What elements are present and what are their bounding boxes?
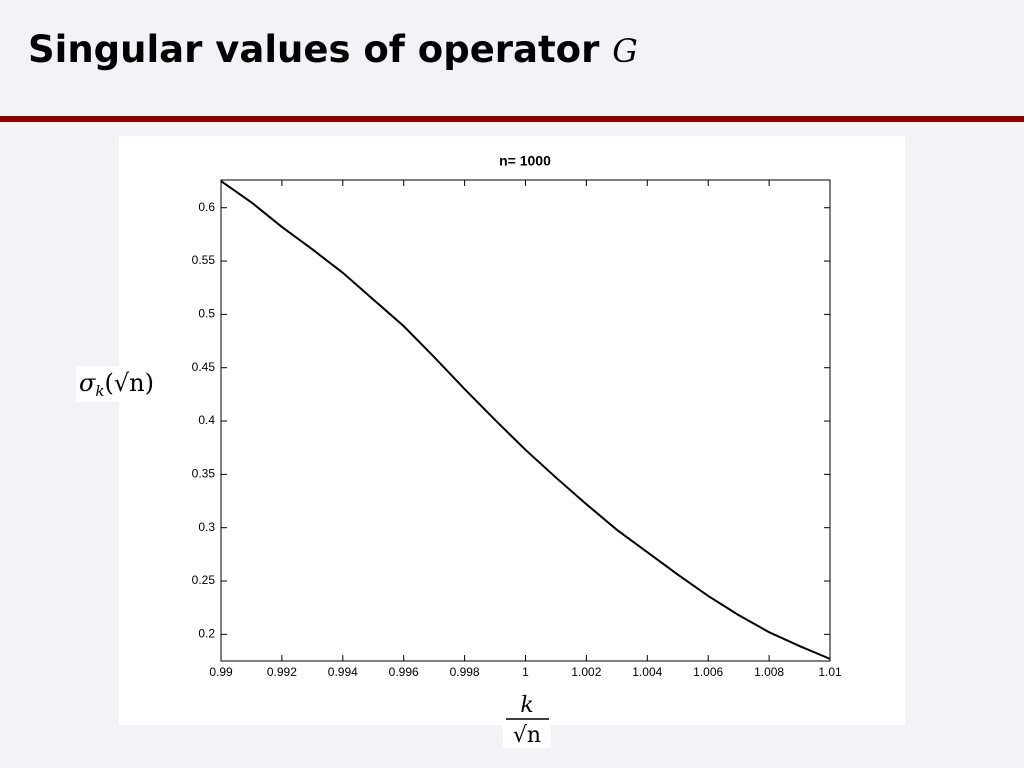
x-tick-label: 1.006 [693,665,723,679]
data-line [220,180,831,660]
x-tick-label: 1.01 [818,665,842,679]
x-tick-label: 0.996 [389,665,419,679]
y-label-symbol: σ [79,369,96,397]
y-label-argument: (√n) [104,369,153,397]
y-tick-label: 0.35 [192,467,216,481]
plot-area [220,179,831,662]
x-tick-label: 0.99 [209,665,233,679]
slide-title-text: Singular values of operator [28,28,600,71]
chart-title: n= 1000 [499,153,551,169]
x-tick-label: 1.002 [571,665,601,679]
y-label-box [76,366,172,402]
y-tick-label: 0.5 [198,307,215,321]
x-label-box [503,688,551,748]
y-tick-label: 0.55 [192,253,216,267]
y-tick-label: 0.6 [198,200,215,214]
y-tick-label: 0.4 [198,413,215,427]
y-axis-label: σk(√n) [79,369,154,400]
y-tick-label: 0.25 [192,573,216,587]
x-tick-label: 1 [522,665,529,679]
y-tick-label: 0.3 [198,520,215,534]
y-tick-label: 0.2 [198,627,215,641]
header-rule [0,116,1024,122]
slide-title-symbol: G [612,32,638,70]
x-tick-label: 1.008 [754,665,784,679]
x-label-numerator: k [520,693,533,718]
y-tick-label: 0.45 [192,360,216,374]
x-tick-label: 0.992 [267,665,297,679]
x-tick-label: 0.994 [328,665,358,679]
slide-title: Singular values of operator G [28,28,638,71]
x-tick-label: 1.004 [632,665,662,679]
y-label-subscript: k [95,382,104,400]
x-tick-label: 0.998 [450,665,480,679]
x-label-denominator: √n [513,723,541,748]
